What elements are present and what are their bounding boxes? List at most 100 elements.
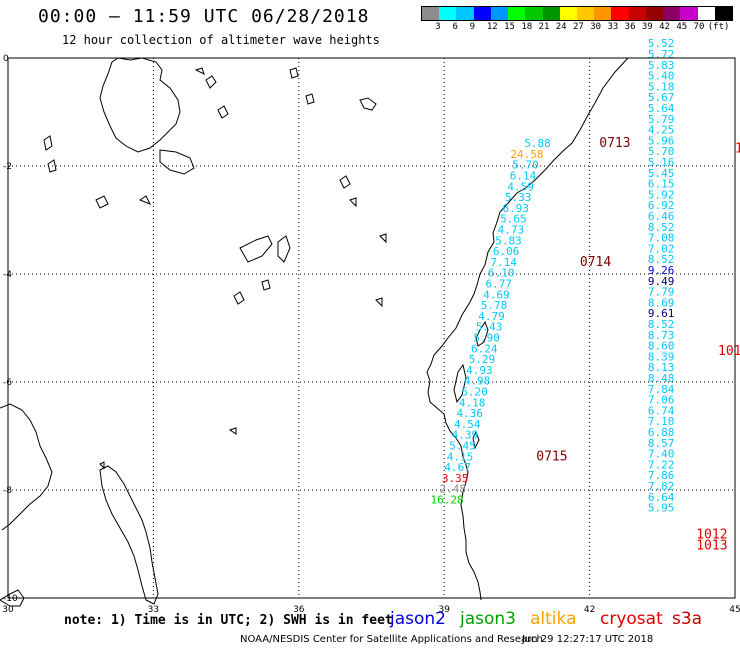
coastline-lake-eyasi (239, 235, 273, 263)
swh-value: 4.73 (498, 224, 525, 237)
satellite-label-jason2: jason2 (390, 609, 446, 629)
coastline-lake-natron (359, 97, 377, 111)
x-tick-label: 33 (148, 605, 159, 615)
color-scale-label: 30 (590, 22, 602, 32)
color-scale-labels: 3 6 9 12 15 18 21 24 27 30 33 36 39 42 45 70 (ft) (421, 22, 739, 34)
swh-value: 5.64 (648, 102, 675, 115)
swh-value: 3.35 (442, 472, 469, 485)
color-scale-swatch (680, 7, 698, 20)
y-tick-label: -2 (3, 162, 12, 172)
coastline-pond-15 (375, 297, 383, 308)
color-scale-swatch (456, 7, 474, 20)
color-scale-label: 24 (555, 22, 567, 32)
swh-value: 9.26 (648, 264, 675, 277)
color-scale-swatch (439, 7, 457, 20)
track-east: 5.525.725.835.405.185.675.645.794.255.96… (648, 37, 675, 514)
swh-value: 5.83 (648, 59, 675, 72)
coastline-lake-victoria (99, 57, 181, 153)
color-scale-label: 33 (607, 22, 619, 32)
pass-time-label: 0715 (536, 449, 567, 464)
color-scale-label: 9 (469, 22, 476, 32)
color-scale-swatch (714, 7, 732, 20)
swh-value: 7.84 (648, 383, 675, 396)
swh-value: 6.10 (488, 267, 515, 280)
swh-value: 7.06 (648, 394, 675, 407)
coastline-island-mafia (472, 430, 480, 450)
color-scale-label: 21 (538, 22, 550, 32)
swh-value: 7.08 (648, 232, 675, 245)
swh-value: 6.15 (648, 178, 675, 191)
swh-value: 5.40 (648, 70, 675, 83)
color-scale-bar (421, 6, 733, 21)
swh-value: 8.39 (648, 350, 675, 363)
color-scale-swatch (628, 7, 646, 20)
swh-value: 8.52 (648, 253, 675, 266)
color-scale-swatch (542, 7, 560, 20)
swh-value: 5.96 (648, 134, 675, 147)
swh-value: 8.57 (648, 437, 675, 450)
satellite-label-s3a: s3a (672, 609, 703, 629)
edge-pass-label: 1 (735, 142, 740, 157)
color-scale-label: 18 (521, 22, 533, 32)
color-scale-swatch (525, 7, 543, 20)
swh-value: 6.24 (471, 342, 498, 355)
color-scale-swatch (422, 7, 440, 20)
swh-value: 8.69 (648, 296, 675, 309)
swh-value: 5.67 (648, 91, 675, 104)
generated-timestamp: Jun 29 12:27:17 UTC 2018 (522, 634, 654, 645)
color-scale-label: 39 (641, 22, 653, 32)
coastline (0, 57, 629, 607)
swh-value: 4.18 (459, 396, 486, 409)
map-frame (7, 57, 736, 599)
swh-value: 7.40 (648, 448, 675, 461)
swh-value: 5.29 (469, 353, 496, 366)
coastline-pond-12 (47, 159, 57, 173)
x-tick-label: 45 (729, 605, 740, 615)
coastline-pond-1 (205, 75, 217, 89)
footer-note: note: 1) Time is in UTC; 2) SWH is in fe… (64, 613, 393, 628)
swh-value: 4.67 (444, 461, 471, 474)
swh-value: 4.79 (478, 310, 505, 323)
swh-value: 7.02 (648, 242, 675, 255)
swh-value: 6.93 (503, 202, 530, 215)
color-scale-label: 6 (452, 22, 458, 32)
coastline-pond-2 (217, 105, 229, 119)
swh-value: 4.36 (456, 407, 483, 420)
pass-time-label: 0714 (580, 255, 611, 270)
track-west: 5.8824.585.706.144.595.336.935.654.735.8… (430, 137, 550, 506)
swh-value: 5.45 (449, 440, 476, 453)
color-scale-swatch (490, 7, 509, 20)
swh-value: 5.92 (648, 188, 675, 201)
color-scale-label: 45 (676, 22, 688, 32)
chart-subtitle: 12 hour collection of altimeter wave hei… (62, 33, 380, 47)
pass-time-label: 0713 (599, 136, 630, 151)
swh-value: 5.83 (495, 234, 522, 247)
swh-value: 5.90 (473, 332, 500, 345)
swh-value: 7.22 (648, 458, 675, 471)
swh-value: 4.69 (483, 288, 510, 301)
coastline-pond-11 (43, 135, 53, 151)
swh-value: 6.64 (648, 491, 675, 504)
swh-value: 6.74 (648, 404, 675, 417)
coastline-lake-malawi (99, 465, 159, 605)
coastline-lake-manyara (277, 235, 291, 263)
color-scale-label: 36 (624, 22, 636, 32)
swh-value: 5.95 (648, 502, 675, 515)
swh-value: 6.06 (493, 245, 520, 258)
color-scale-swatch (473, 7, 491, 20)
swh-value: 5.33 (505, 191, 532, 204)
swh-value: 6.46 (648, 210, 675, 223)
swh-value: 5.20 (461, 386, 488, 399)
swh-value: 24.58 (510, 148, 543, 161)
swh-value: 5.88 (524, 137, 551, 150)
color-scale-swatch (663, 7, 681, 20)
color-scale-swatch (508, 7, 526, 20)
swh-value: 5.70 (648, 145, 675, 158)
swh-value: 5.43 (476, 321, 503, 334)
coastline-pond-7 (349, 197, 357, 208)
swh-value: 5.65 (500, 213, 527, 226)
satellite-label-cryosat: cryosat (600, 609, 663, 629)
color-scale-label: 42 (659, 22, 670, 32)
swh-value: 7.86 (648, 469, 675, 482)
